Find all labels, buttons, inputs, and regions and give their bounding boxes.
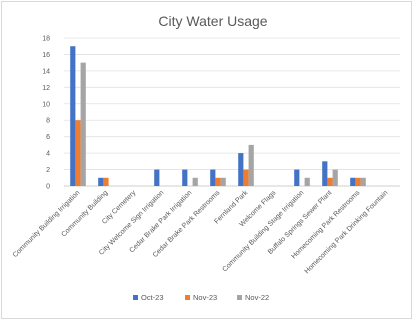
bar-oct-23-6 (238, 153, 244, 186)
y-tick-label: 10 (42, 101, 50, 108)
legend-label-nov-23: Nov-23 (193, 293, 217, 302)
grid-layer (64, 37, 400, 187)
bars-layer (70, 46, 366, 186)
bar-nov-22-8 (304, 177, 310, 186)
legend-swatch-nov-22 (237, 295, 242, 300)
chart-title: City Water Usage (158, 13, 267, 29)
legend-swatch-oct-23 (133, 295, 138, 300)
legend: Oct-23 Nov-23 Nov-22 (133, 293, 269, 302)
bar-oct-23-8 (294, 169, 300, 186)
bar-oct-23-1 (98, 177, 104, 186)
y-tick-label: 18 (42, 36, 50, 43)
y-tick-label: 8 (46, 118, 50, 125)
bar-nov-22-5 (220, 177, 226, 186)
bar-nov-22-6 (248, 144, 254, 186)
y-tick-label: 0 (46, 184, 50, 191)
legend-label-oct-23: Oct-23 (141, 293, 164, 302)
bar-nov-23-1 (103, 177, 109, 186)
legend-swatch-nov-23 (185, 295, 190, 300)
bar-nov-22-9 (332, 169, 338, 186)
chart-frame (1, 1, 412, 319)
y-tick-label: 4 (46, 151, 50, 158)
bar-nov-22-4 (192, 177, 198, 186)
bar-oct-23-10 (350, 177, 356, 186)
bar-oct-23-0 (70, 46, 76, 186)
y-tick-label: 2 (46, 167, 50, 174)
bar-oct-23-9 (322, 161, 328, 186)
bar-nov-23-6 (243, 169, 249, 186)
bar-nov-22-10 (360, 177, 366, 186)
bar-nov-23-10 (355, 177, 361, 186)
bar-oct-23-5 (210, 169, 216, 186)
y-tick-label: 6 (46, 134, 50, 141)
legend-label-nov-22: Nov-22 (245, 293, 269, 302)
y-tick-label: 14 (42, 68, 50, 75)
bar-nov-23-0 (75, 120, 81, 186)
bar-nov-22-0 (80, 62, 86, 186)
bar-oct-23-4 (182, 169, 188, 186)
y-tick-label: 16 (42, 52, 50, 59)
y-tick-label: 12 (42, 85, 50, 92)
bar-oct-23-3 (154, 169, 160, 186)
bar-nov-23-9 (327, 177, 333, 186)
bar-nov-23-5 (215, 177, 221, 186)
